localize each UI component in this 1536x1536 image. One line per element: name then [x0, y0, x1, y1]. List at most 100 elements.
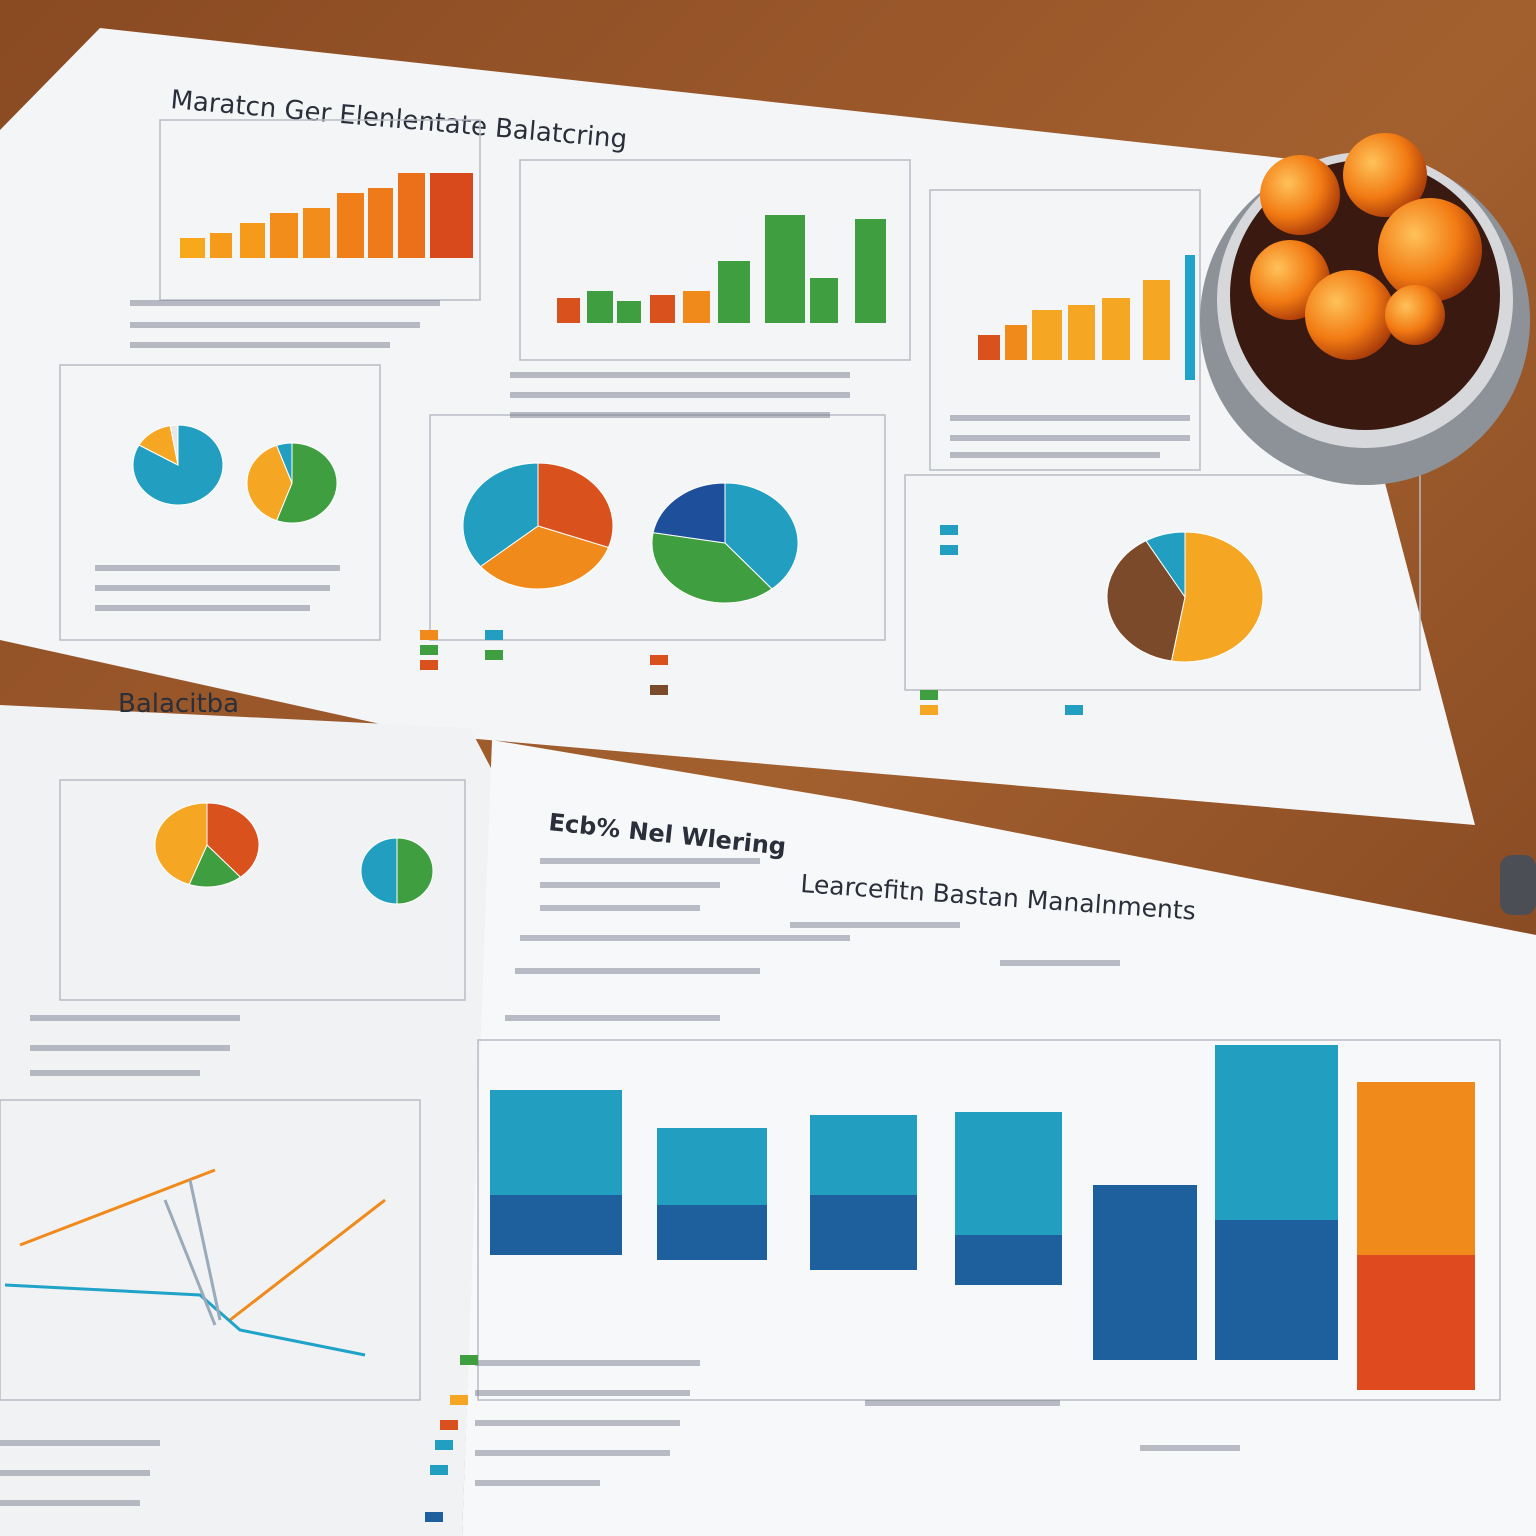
text-placeholder [95, 565, 340, 571]
legend-swatch [420, 660, 438, 670]
text-placeholder [510, 392, 850, 398]
panel-frame [159, 119, 481, 301]
text-placeholder [505, 1015, 720, 1021]
orange-fruit [1378, 198, 1482, 302]
pie-wedge [1106, 540, 1186, 662]
text-placeholder [865, 1400, 1060, 1406]
bar-shape [1068, 305, 1095, 360]
legend-swatch [420, 630, 438, 640]
legend-swatch [430, 1465, 448, 1475]
bar-shape [490, 1195, 622, 1255]
text-placeholder [475, 1450, 670, 1456]
legend-swatch [920, 690, 938, 700]
legend-swatch [940, 545, 958, 555]
pie-wedge [462, 462, 539, 568]
bar-shape [1093, 1185, 1197, 1360]
orange-fruit [1385, 285, 1445, 345]
pie-wedge [537, 462, 614, 549]
bar-shape [270, 213, 298, 258]
pie-wedge [188, 844, 242, 888]
legend-swatch [1065, 705, 1083, 715]
bar-shape [1215, 1220, 1338, 1360]
text-placeholder [475, 1480, 600, 1486]
text-placeholder [475, 1390, 690, 1396]
pie-wedge [651, 532, 773, 604]
bar-shape [337, 193, 364, 258]
panel-frame [59, 779, 466, 1001]
text-placeholder [30, 1045, 230, 1051]
bar-shape [1185, 255, 1195, 380]
bar-shape [557, 298, 580, 323]
bar-shape [1357, 1255, 1475, 1390]
text-placeholder [95, 585, 330, 591]
text-placeholder [790, 922, 960, 928]
bar-shape [978, 335, 1000, 360]
text-placeholder [30, 1015, 240, 1021]
bar-shape [1032, 310, 1062, 360]
legend-swatch [460, 1355, 478, 1365]
bar-shape [368, 188, 393, 258]
bar-shape [955, 1235, 1062, 1285]
bar-shape [303, 208, 330, 258]
bar-shape [1005, 325, 1027, 360]
text-placeholder [540, 905, 700, 911]
bar-shape [617, 301, 641, 323]
bar-shape [1102, 298, 1130, 360]
text-placeholder [540, 858, 760, 864]
bar-shape [657, 1128, 767, 1205]
legend-swatch [440, 1420, 458, 1430]
panel-frame [429, 414, 886, 641]
decorations [0, 119, 1536, 1522]
bar-shape [955, 1112, 1062, 1235]
panel-frame [477, 1039, 1501, 1401]
text-placeholder [475, 1360, 700, 1366]
bar-shape [398, 173, 425, 258]
left-page-title: Balacitba [118, 689, 239, 719]
text-placeholder [515, 968, 760, 974]
bar-shape [1143, 280, 1170, 360]
text-placeholder [520, 935, 850, 941]
pie-wedge [1145, 531, 1186, 599]
panel-frame [929, 189, 1201, 471]
legend-swatch [920, 705, 938, 715]
text-placeholder [510, 372, 850, 378]
legend-swatch [485, 650, 503, 660]
pie-wedge [652, 482, 726, 544]
text-placeholder [0, 1500, 140, 1506]
panel-frame [59, 364, 381, 641]
bar-shape [810, 278, 838, 323]
text-placeholder [130, 342, 390, 348]
bar-shape [650, 295, 675, 323]
bar-shape [180, 238, 205, 258]
text-placeholder [1000, 960, 1120, 966]
bar-shape [1357, 1082, 1475, 1255]
orange-fruit [1343, 133, 1427, 217]
bar-shape [810, 1115, 917, 1195]
pie-wedge [724, 482, 799, 590]
legend-swatch [940, 525, 958, 535]
legend-swatch [650, 685, 668, 695]
pie-wedge [275, 442, 338, 524]
bar-shape [810, 1195, 917, 1270]
pie-wedge [206, 802, 260, 878]
bar-shape [430, 173, 473, 258]
text-placeholder [95, 605, 310, 611]
line-shape [163, 1199, 217, 1326]
pen [1500, 855, 1536, 915]
pie-wedge [275, 442, 293, 484]
text-placeholder [0, 1440, 160, 1446]
bar-shape [587, 291, 613, 323]
bar-shape [718, 261, 750, 323]
pie-wedge [360, 837, 398, 905]
pie-wedge [479, 525, 610, 590]
bar-shape [490, 1090, 622, 1195]
bar-shape [765, 215, 805, 323]
bar-shape [683, 291, 710, 323]
pie-wedge [1170, 531, 1264, 663]
legend-swatch [425, 1512, 443, 1522]
panel-frame [904, 474, 1421, 691]
bar-shape [657, 1205, 767, 1260]
text-placeholder [475, 1420, 680, 1426]
pie-wedge [169, 424, 179, 466]
